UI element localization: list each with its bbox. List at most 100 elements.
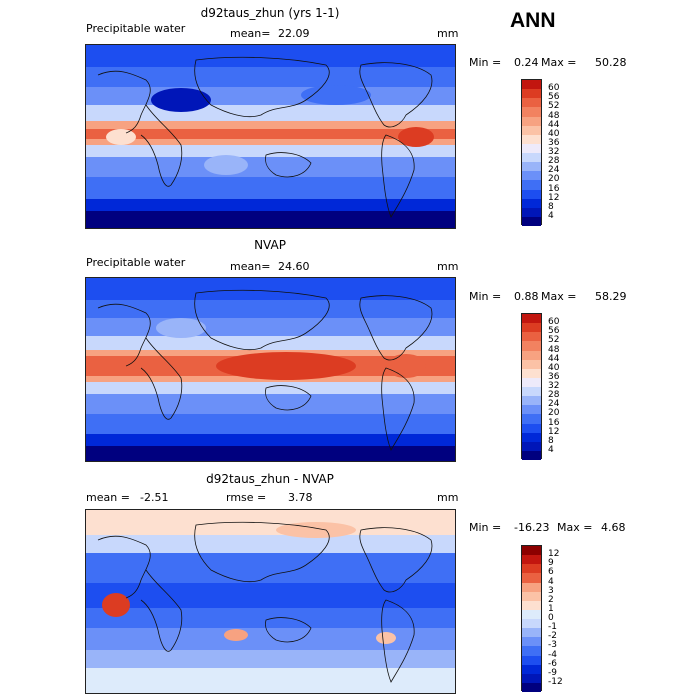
colorbar-tick-label: 0 — [548, 613, 554, 623]
panel3-colorbar — [521, 545, 542, 692]
colorbar-tick-label: 9 — [548, 558, 554, 569]
colorbar-swatch — [522, 432, 541, 442]
colorbar-swatch — [522, 414, 541, 424]
colorbar-tick-label: 56 — [548, 326, 560, 337]
colorbar-swatch — [522, 377, 541, 387]
panel3-units: mm — [437, 491, 459, 504]
panel1-min-label: Min = — [469, 56, 502, 69]
panel1-max-label: Max = — [541, 56, 577, 69]
colorbar-swatch — [522, 89, 541, 99]
colorbar-swatch — [522, 673, 541, 683]
panel1-map — [85, 44, 456, 229]
colorbar-tick-label: 24 — [548, 165, 560, 176]
colorbar-tick-label: 52 — [548, 335, 560, 346]
colorbar-swatch — [522, 107, 541, 117]
colorbar-swatch — [522, 564, 541, 574]
colorbar-swatch — [522, 405, 541, 415]
colorbar-tick-label: 32 — [548, 147, 560, 157]
colorbar-tick-label: 52 — [548, 101, 560, 112]
colorbar-swatch — [522, 323, 541, 333]
colorbar-swatch — [522, 682, 541, 692]
colorbar-swatch — [522, 646, 541, 656]
panel2-title: NVAP — [254, 238, 286, 252]
panel3-rmse-label: rmse = — [226, 491, 267, 504]
colorbar-tick-label: 40 — [548, 128, 560, 139]
colorbar-swatch — [522, 189, 541, 199]
colorbar-swatch — [522, 619, 541, 629]
colorbar-swatch — [522, 314, 541, 324]
colorbar-tick-label: 12 — [548, 426, 560, 437]
colorbar-swatch — [522, 396, 541, 406]
colorbar-swatch — [522, 573, 541, 583]
colorbar-swatch — [522, 600, 541, 610]
panel2-units: mm — [437, 260, 459, 273]
colorbar-tick-label: -2 — [548, 631, 557, 642]
colorbar-tick-label: 28 — [548, 156, 560, 167]
colorbar-tick-label: 44 — [548, 119, 560, 130]
colorbar-tick-label: 12 — [548, 192, 560, 203]
colorbar-tick-label: 12 — [548, 549, 560, 560]
colorbar-tick-label: 48 — [548, 344, 560, 355]
colorbar-swatch — [522, 450, 541, 460]
panel1-mean-label: mean= — [230, 27, 271, 40]
colorbar-tick-label: 32 — [548, 381, 560, 391]
colorbar-swatch — [522, 359, 541, 369]
colorbar-tick-label: 36 — [548, 137, 560, 148]
colorbar-swatch — [522, 664, 541, 674]
colorbar-swatch — [522, 162, 541, 172]
colorbar-tick-label: -3 — [548, 640, 557, 651]
colorbar-swatch — [522, 637, 541, 647]
colorbar-tick-label: 2 — [548, 594, 554, 605]
panel3-max-label: Max = — [557, 521, 593, 534]
panel2-max-value: 58.29 — [595, 290, 627, 303]
colorbar-swatch — [522, 134, 541, 144]
colorbar-swatch — [522, 350, 541, 360]
colorbar-tick-label: 4 — [548, 444, 554, 455]
season-label: ANN — [510, 9, 556, 32]
colorbar-tick-label: 56 — [548, 92, 560, 103]
colorbar-swatch — [522, 609, 541, 619]
colorbar-swatch — [522, 655, 541, 665]
colorbar-tick-label: 16 — [548, 183, 560, 194]
colorbar-swatch — [522, 198, 541, 208]
colorbar-swatch — [522, 98, 541, 108]
colorbar-tick-label: 48 — [548, 110, 560, 121]
colorbar-tick-label: 60 — [548, 83, 560, 94]
colorbar-tick-label: 24 — [548, 399, 560, 410]
colorbar-tick-label: 3 — [548, 585, 554, 596]
colorbar-tick-label: 40 — [548, 362, 560, 373]
colorbar-swatch — [522, 387, 541, 397]
colorbar-swatch — [522, 116, 541, 126]
colorbar-swatch — [522, 80, 541, 90]
panel1-title: d92taus_zhun (yrs 1-1) — [200, 6, 340, 20]
colorbar-tick-label: 1 — [548, 603, 554, 614]
panel3-min-value: -16.23 — [514, 521, 550, 534]
colorbar-tick-label: -4 — [548, 649, 557, 660]
panel3-map — [85, 509, 456, 694]
colorbar-swatch — [522, 441, 541, 451]
colorbar-swatch — [522, 207, 541, 217]
colorbar-swatch — [522, 216, 541, 226]
colorbar-swatch — [522, 582, 541, 592]
colorbar-tick-label: -1 — [548, 622, 557, 633]
panel2-mean-label: mean= — [230, 260, 271, 273]
panel1-variable: Precipitable water — [86, 22, 186, 35]
colorbar-tick-label: 36 — [548, 371, 560, 382]
colorbar-swatch — [522, 180, 541, 190]
colorbar-swatch — [522, 171, 541, 181]
panel3-title: d92taus_zhun - NVAP — [206, 472, 334, 486]
colorbar-swatch — [522, 423, 541, 433]
colorbar-swatch — [522, 341, 541, 351]
panel3-mean-value: -2.51 — [140, 491, 169, 504]
colorbar-tick-label: 4 — [548, 576, 554, 587]
colorbar-tick-label: -6 — [548, 658, 557, 669]
colorbar-swatch — [522, 368, 541, 378]
panel1-units: mm — [437, 27, 459, 40]
colorbar-swatch — [522, 555, 541, 565]
colorbar-swatch — [522, 591, 541, 601]
panel2-map — [85, 277, 456, 462]
colorbar-tick-label: 60 — [548, 317, 560, 328]
panel1-max-value: 50.28 — [595, 56, 627, 69]
panel2-min-value: 0.88 — [514, 290, 539, 303]
panel1-mean-value: 22.09 — [278, 27, 310, 40]
